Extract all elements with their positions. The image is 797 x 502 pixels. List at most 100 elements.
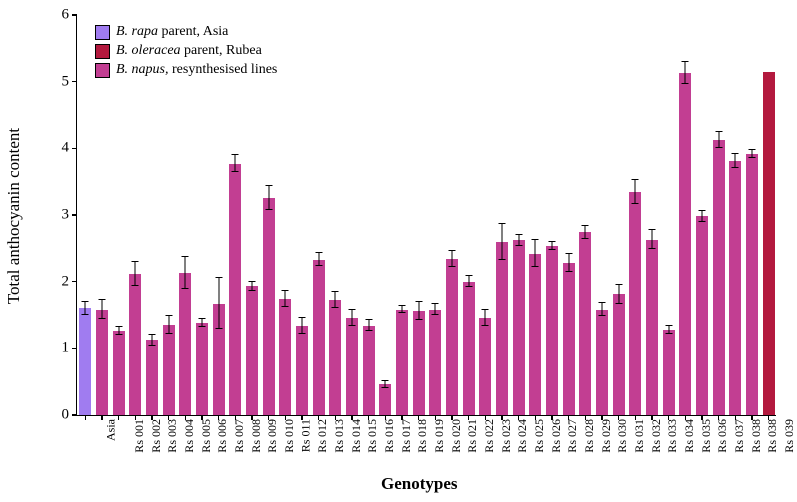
- error-bar: [285, 291, 286, 307]
- x-tick-label: Rs 014: [349, 415, 364, 453]
- error-bar: [535, 240, 536, 267]
- error-bar: [85, 302, 86, 315]
- x-axis-label: Genotypes: [381, 474, 458, 494]
- error-cap: [432, 314, 439, 315]
- x-tick-mark: [418, 415, 420, 420]
- x-tick-label: Rs 002: [149, 415, 164, 453]
- x-tick-label: Rs 003: [166, 415, 181, 453]
- error-cap: [482, 309, 489, 310]
- error-cap: [465, 275, 472, 276]
- x-tick-label: Rs 027: [566, 415, 581, 453]
- error-cap: [299, 317, 306, 318]
- x-tick-mark: [368, 415, 370, 420]
- x-tick-mark: [601, 415, 603, 420]
- x-tick-mark: [718, 415, 720, 420]
- error-cap: [149, 334, 156, 335]
- x-tick-label: Rs 010: [282, 415, 297, 453]
- x-tick-mark: [101, 415, 103, 420]
- bar: [429, 310, 441, 415]
- error-cap: [582, 225, 589, 226]
- bar: [629, 192, 641, 415]
- x-tick-label: Rs 032: [649, 415, 664, 453]
- x-tick-mark: [701, 415, 703, 420]
- error-cap: [399, 312, 406, 313]
- legend-swatch: [95, 63, 110, 78]
- x-tick-mark: [218, 415, 220, 420]
- error-cap: [582, 238, 589, 239]
- error-cap: [115, 334, 122, 335]
- error-cap: [315, 265, 322, 266]
- error-bar: [735, 154, 736, 167]
- error-cap: [715, 147, 722, 148]
- error-cap: [499, 223, 506, 224]
- legend: B. rapa parent, AsiaB. oleracea parent, …: [95, 24, 277, 81]
- x-tick-mark: [468, 415, 470, 420]
- x-tick-label: Rs 009: [266, 415, 281, 453]
- error-cap: [715, 131, 722, 132]
- y-tick-mark: [72, 281, 77, 283]
- error-cap: [449, 266, 456, 267]
- error-cap: [615, 303, 622, 304]
- x-tick-label: Rs 029: [599, 415, 614, 453]
- x-tick-label: Rs 025: [532, 415, 547, 453]
- x-tick-label: Rs 026: [549, 415, 564, 453]
- error-cap: [665, 333, 672, 334]
- bar: [396, 310, 408, 415]
- x-tick-label: Rs 011: [298, 415, 313, 452]
- error-cap: [532, 266, 539, 267]
- bar: [646, 240, 658, 415]
- error-bar: [268, 186, 269, 210]
- error-bar: [102, 300, 103, 319]
- error-cap: [182, 256, 189, 257]
- x-tick-mark: [385, 415, 387, 420]
- error-cap: [665, 325, 672, 326]
- error-cap: [99, 299, 106, 300]
- error-cap: [115, 326, 122, 327]
- bar: [296, 326, 308, 415]
- error-bar: [302, 318, 303, 334]
- error-cap: [682, 83, 689, 84]
- bar: [146, 340, 158, 415]
- error-bar: [135, 262, 136, 286]
- bar: [379, 384, 391, 415]
- bar: [96, 310, 108, 415]
- x-tick-label: Rs 038: [749, 415, 764, 453]
- x-tick-label: Asia: [104, 415, 119, 441]
- x-tick-mark: [518, 415, 520, 420]
- error-cap: [149, 345, 156, 346]
- x-tick-label: Rs 024: [516, 415, 531, 453]
- bar: [446, 259, 458, 415]
- bar: [313, 260, 325, 415]
- bar: [563, 263, 575, 415]
- x-tick-label: Rs 039: [782, 415, 797, 453]
- x-tick-label: Rs 006: [216, 415, 231, 453]
- bar: [279, 299, 291, 415]
- x-tick-mark: [618, 415, 620, 420]
- error-cap: [565, 271, 572, 272]
- error-cap: [732, 167, 739, 168]
- error-cap: [349, 309, 356, 310]
- x-tick-mark: [485, 415, 487, 420]
- error-bar: [335, 292, 336, 308]
- x-tick-mark: [635, 415, 637, 420]
- bar: [113, 331, 125, 415]
- x-tick-mark: [151, 415, 153, 420]
- bar: [346, 318, 358, 415]
- y-tick-mark: [72, 14, 77, 16]
- error-cap: [99, 318, 106, 319]
- x-tick-mark: [251, 415, 253, 420]
- error-cap: [215, 328, 222, 329]
- bar: [513, 240, 525, 415]
- error-cap: [415, 319, 422, 320]
- error-cap: [515, 245, 522, 246]
- x-tick-mark: [335, 415, 337, 420]
- x-tick-mark: [401, 415, 403, 420]
- error-cap: [599, 302, 606, 303]
- x-tick-mark: [451, 415, 453, 420]
- legend-item: B. oleracea parent, Rubea: [95, 43, 277, 59]
- bar: [713, 140, 725, 415]
- error-cap: [632, 203, 639, 204]
- x-tick-mark: [318, 415, 320, 420]
- x-tick-label: Rs 033: [666, 415, 681, 453]
- x-tick-mark: [585, 415, 587, 420]
